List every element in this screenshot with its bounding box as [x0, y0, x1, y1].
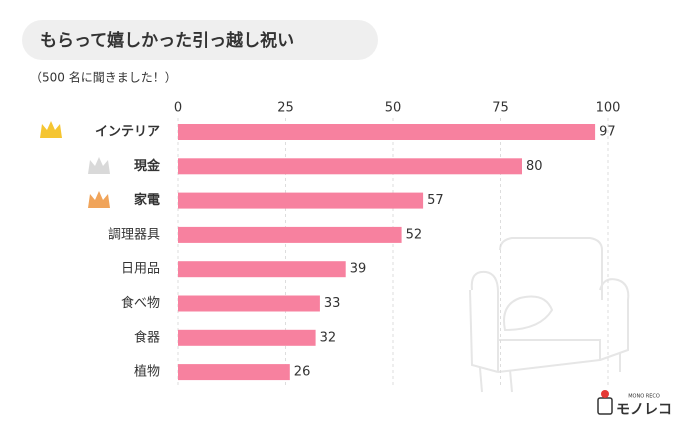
value-label: 39 — [350, 262, 367, 277]
bar — [178, 226, 402, 243]
bar — [178, 192, 424, 209]
x-tick-label: 25 — [277, 101, 294, 116]
crown-gold — [40, 121, 62, 138]
x-tick-label: 50 — [385, 101, 402, 116]
y-tick-label: 食器 — [134, 329, 160, 345]
x-tick-label: 100 — [596, 101, 621, 116]
value-label: 80 — [526, 159, 543, 174]
chart-subtitle: （500 名に聞きました！） — [30, 70, 177, 85]
y-tick-label: 日用品 — [121, 262, 160, 277]
bar — [178, 295, 320, 312]
brand-name: モノレコ — [616, 402, 672, 418]
y-tick-label: 調理器具 — [108, 227, 160, 242]
bar — [178, 261, 346, 278]
couch-illustration — [469, 237, 630, 393]
logo-icon-dot — [601, 390, 609, 398]
x-tick-label: 0 — [174, 101, 182, 116]
title-pill — [22, 20, 378, 60]
chart-title: もらって嬉しかった引っ越し祝い — [40, 30, 294, 51]
value-label: 32 — [320, 330, 337, 345]
bar — [178, 364, 290, 381]
y-tick-label: 植物 — [134, 365, 160, 380]
bar — [178, 329, 316, 346]
value-label: 97 — [599, 125, 616, 140]
x-tick-label: 75 — [492, 101, 509, 116]
value-label: 57 — [427, 193, 444, 208]
y-tick-label: 食べ物 — [121, 295, 160, 311]
crown-silver — [88, 157, 110, 174]
value-label: 33 — [324, 296, 341, 311]
value-label: 52 — [406, 227, 423, 242]
y-tick-label: 家電 — [134, 192, 160, 208]
bar — [178, 158, 522, 175]
bar — [178, 124, 596, 140]
crown-bronze — [88, 191, 110, 208]
y-tick-label: 現金 — [134, 158, 161, 174]
value-label: 26 — [294, 365, 311, 380]
brand-sub: MONO RECO — [628, 394, 660, 400]
y-tick-label: インテリア — [95, 125, 160, 140]
